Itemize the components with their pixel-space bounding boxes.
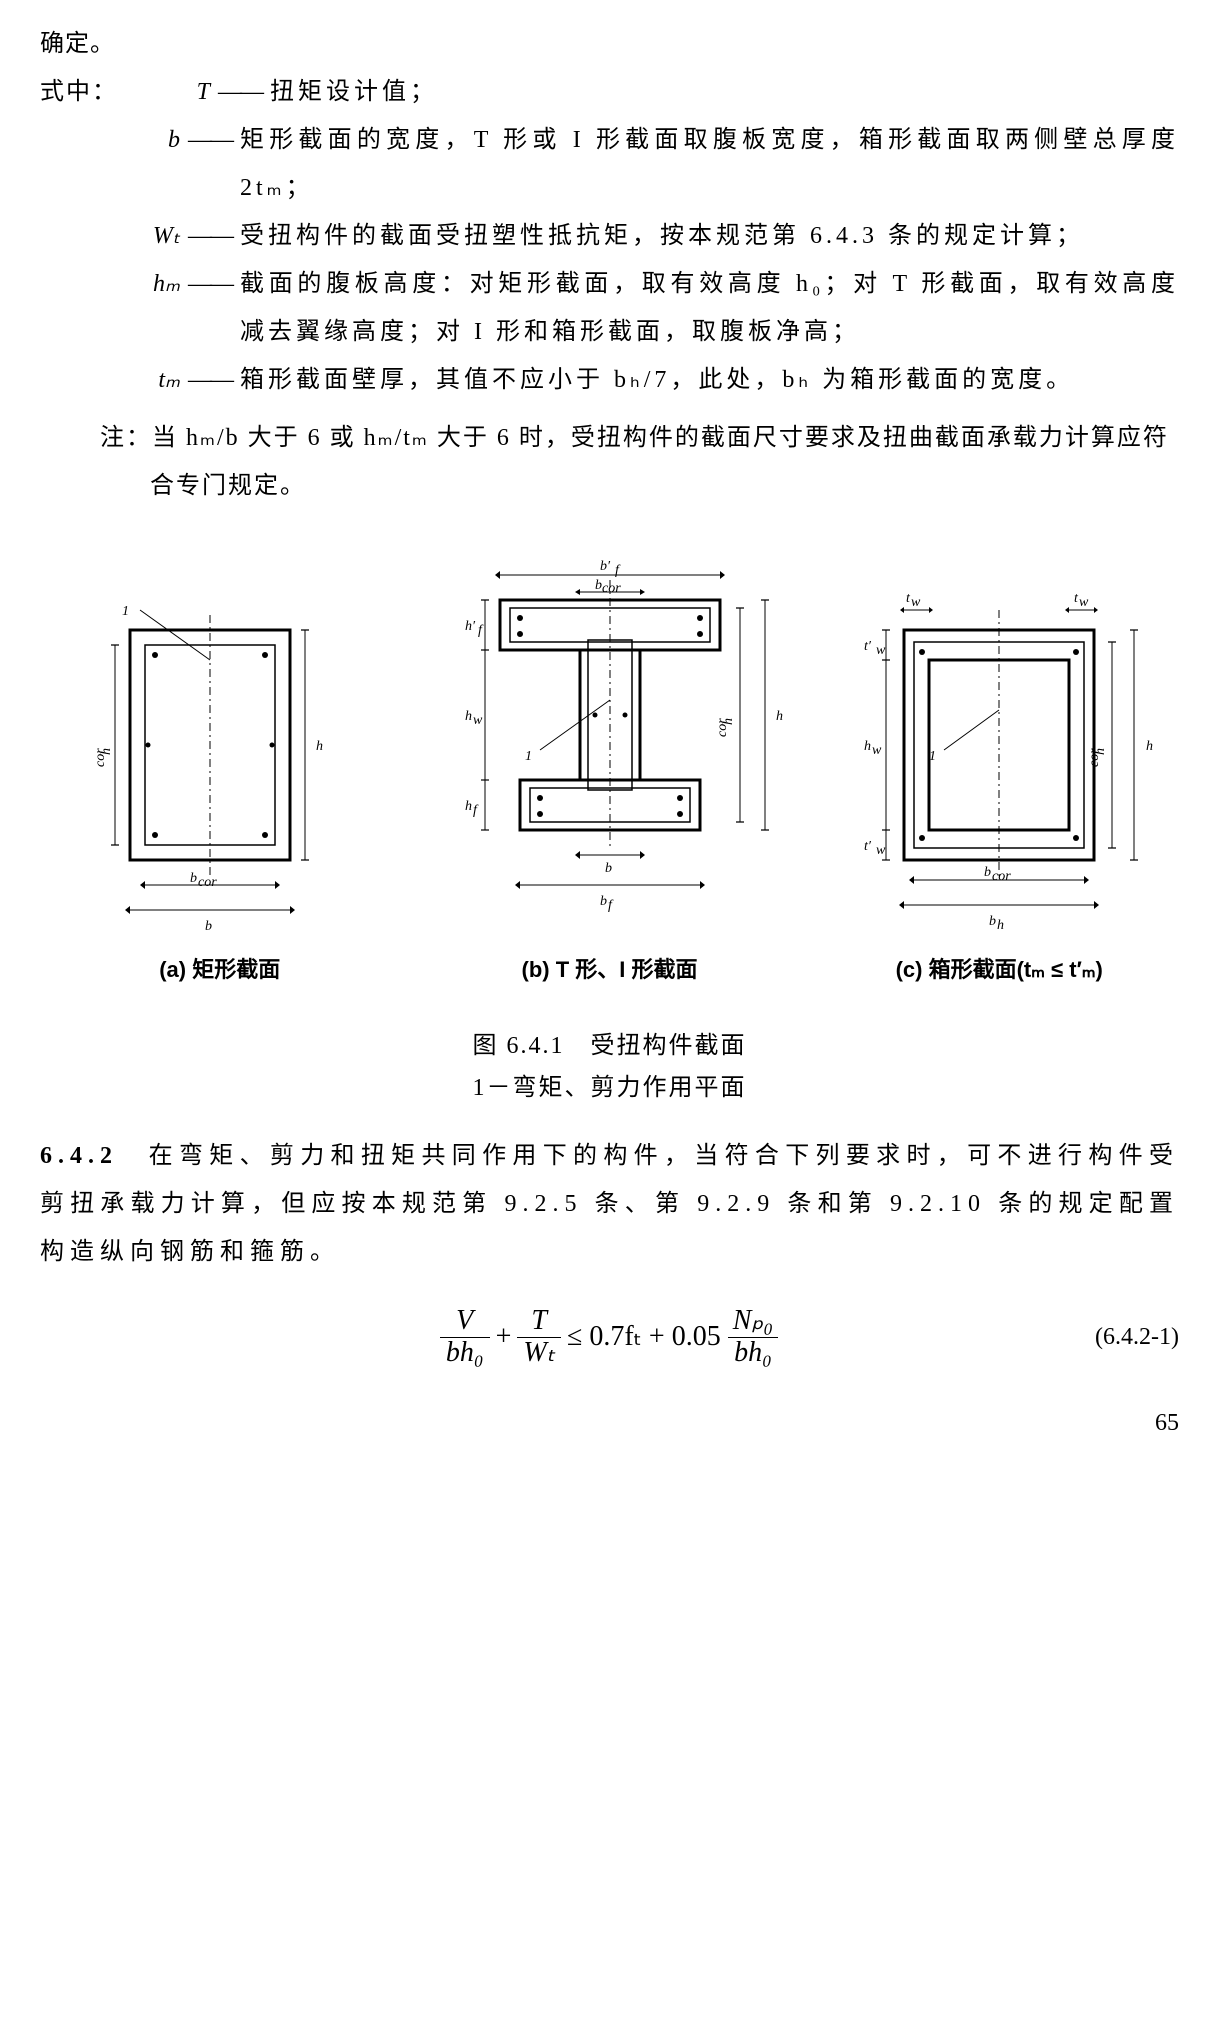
svg-text:cor: cor <box>198 875 217 890</box>
svg-text:h: h <box>465 709 472 724</box>
eq-bh0-1: bh₀ <box>440 1337 490 1369</box>
fig-a-svg: 1 h cor h bcor b <box>80 600 360 940</box>
section-num: 6.4.2 <box>40 1143 118 1169</box>
svg-text:h: h <box>997 918 1004 933</box>
svg-text:f: f <box>473 803 479 818</box>
svg-text:h: h <box>864 739 871 754</box>
svg-text:cor: cor <box>1087 748 1102 767</box>
line-quedin: 确定。 <box>40 20 1179 68</box>
eq-le: ≤ 0.7fₜ + 0.05 <box>567 1309 721 1365</box>
svg-text:w: w <box>911 595 921 610</box>
figure-subtitle: 1－弯矩、剪力作用平面 <box>40 1064 1179 1112</box>
def-Wt: Wₜ —— 受扭构件的截面受扭塑性抵抗矩，按本规范第 6.4.3 条的规定计算； <box>100 212 1179 260</box>
svg-text:w: w <box>876 643 886 658</box>
svg-text:h: h <box>316 739 323 754</box>
svg-text:f: f <box>615 563 621 578</box>
frac-V-bh0: V bh₀ <box>440 1306 490 1369</box>
fig-b-panel: 1 b′f bcor h′f hw hf h cor h <box>420 550 800 992</box>
fig-b-svg: 1 b′f bcor h′f hw hf h cor h <box>420 550 800 940</box>
svg-text:w: w <box>1079 595 1089 610</box>
svg-text:cor: cor <box>992 869 1011 884</box>
def-b: b —— 矩形截面的宽度，T 形或 I 形截面取腹板宽度，箱形截面取两侧壁总厚度… <box>100 116 1179 212</box>
svg-text:cor: cor <box>93 748 108 767</box>
shizhong-label: 式中： <box>40 68 180 116</box>
svg-text:h: h <box>465 799 472 814</box>
fig-b-caption: (b) T 形、I 形截面 <box>522 948 698 992</box>
dash-icon: —— <box>210 68 270 116</box>
def-Wt-text: 受扭构件的截面受扭塑性抵抗矩，按本规范第 6.4.3 条的规定计算； <box>240 212 1179 260</box>
frac-T-Wt: T Wₜ <box>517 1306 561 1369</box>
svg-text:b: b <box>600 894 607 909</box>
dash-icon: —— <box>180 356 240 404</box>
svg-text:b: b <box>605 861 612 876</box>
dash-icon: —— <box>180 116 240 164</box>
svg-text:1: 1 <box>122 604 129 619</box>
svg-text:w: w <box>876 843 886 858</box>
svg-text:t′: t′ <box>864 839 872 854</box>
svg-text:f: f <box>478 623 484 638</box>
def-hw: hₘ —— 截面的腹板高度：对矩形截面，取有效高度 h₀；对 T 形截面，取有效… <box>100 260 1179 356</box>
svg-text:h′: h′ <box>465 619 476 634</box>
svg-text:b: b <box>205 919 212 934</box>
svg-text:1: 1 <box>525 749 532 764</box>
def-hw-text: 截面的腹板高度：对矩形截面，取有效高度 h₀；对 T 形截面，取有效高度减去翼缘… <box>240 260 1179 356</box>
term-b: b <box>100 116 180 164</box>
dash-icon: —— <box>180 212 240 260</box>
term-tw: tₘ <box>100 356 180 404</box>
section-642: 6.4.2 在弯矩、剪力和扭矩共同作用下的构件，当符合下列要求时，可不进行构件受… <box>40 1132 1179 1276</box>
def-T-text: 扭矩设计值； <box>270 68 1179 116</box>
term-T: T <box>180 68 210 116</box>
svg-text:1: 1 <box>929 749 936 764</box>
fig-a-panel: 1 h cor h bcor b (a) 矩形截面 <box>40 600 400 992</box>
fig-c-svg: 1 tw tw t′w hw t′w h cor h <box>834 580 1164 940</box>
svg-text:w: w <box>473 713 483 728</box>
svg-text:b: b <box>190 871 197 886</box>
def-T: 式中： T —— 扭矩设计值； <box>40 68 1179 116</box>
def-b-text: 矩形截面的宽度，T 形或 I 形截面取腹板宽度，箱形截面取两侧壁总厚度 2tₘ； <box>240 116 1179 212</box>
svg-text:cor: cor <box>602 581 621 596</box>
svg-text:h: h <box>1146 739 1153 754</box>
term-hw: hₘ <box>100 260 180 308</box>
def-tw: tₘ —— 箱形截面壁厚，其值不应小于 bₕ/7，此处，bₕ 为箱形截面的宽度。 <box>100 356 1179 404</box>
svg-text:b: b <box>989 914 996 929</box>
page-number: 65 <box>40 1399 1179 1447</box>
eq-Wt: Wₜ <box>517 1337 561 1369</box>
svg-text:w: w <box>872 743 882 758</box>
equation-number: (6.4.2-1) <box>1095 1313 1179 1361</box>
eq-Np0: Nₚ₀ <box>727 1306 779 1337</box>
figure-title: 图 6.4.1 受扭构件截面 <box>40 1022 1179 1070</box>
svg-text:cor: cor <box>715 718 730 737</box>
fig-a-caption: (a) 矩形截面 <box>159 948 280 992</box>
eq-bh0-2: bh₀ <box>728 1337 778 1369</box>
svg-text:f: f <box>608 898 614 913</box>
svg-text:b: b <box>595 578 602 593</box>
svg-text:t′: t′ <box>864 639 872 654</box>
figure-row: 1 h cor h bcor b (a) 矩形截面 <box>40 550 1179 992</box>
eq-V: V <box>450 1306 479 1337</box>
eq-plus: + <box>496 1309 512 1365</box>
fig-c-caption: (c) 箱形截面(tₘ ≤ t′ₘ) <box>896 948 1103 992</box>
term-Wt: Wₜ <box>100 212 180 260</box>
fig-c-panel: 1 tw tw t′w hw t′w h cor h <box>820 580 1180 992</box>
dash-icon: —— <box>180 260 240 308</box>
svg-text:b: b <box>984 865 991 880</box>
svg-text:h: h <box>776 709 783 724</box>
equation-642-1: V bh₀ + T Wₜ ≤ 0.7fₜ + 0.05 Nₚ₀ bh₀ (6.4… <box>40 1306 1179 1369</box>
def-tw-text: 箱形截面壁厚，其值不应小于 bₕ/7，此处，bₕ 为箱形截面的宽度。 <box>240 356 1179 404</box>
svg-text:b′: b′ <box>600 559 611 574</box>
eq-T: T <box>525 1306 553 1337</box>
section-text: 在弯矩、剪力和扭矩共同作用下的构件，当符合下列要求时，可不进行构件受剪扭承载力计… <box>40 1143 1179 1265</box>
note-text: 注：当 hₘ/b 大于 6 或 hₘ/tₘ 大于 6 时，受扭构件的截面尺寸要求… <box>100 414 1179 510</box>
frac-Np0-bh0: Nₚ₀ bh₀ <box>727 1306 779 1369</box>
definition-list: 式中： T —— 扭矩设计值； b —— 矩形截面的宽度，T 形或 I 形截面取… <box>40 68 1179 404</box>
